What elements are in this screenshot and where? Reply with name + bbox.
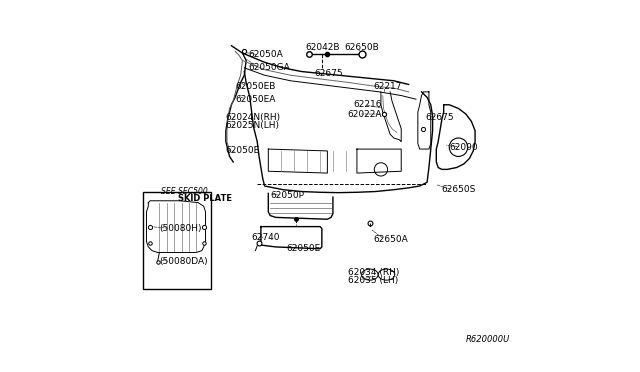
Text: 62034 (RH): 62034 (RH) [348, 268, 399, 277]
Text: 62650S: 62650S [442, 185, 476, 194]
Text: 62216: 62216 [353, 100, 381, 109]
Text: 62050E: 62050E [287, 244, 321, 253]
Text: 62090: 62090 [449, 143, 478, 152]
Text: 62050GA: 62050GA [248, 63, 290, 72]
Text: 62022A: 62022A [348, 109, 382, 119]
Text: R620000U: R620000U [466, 335, 510, 344]
Text: SEE SEC500: SEE SEC500 [161, 187, 208, 196]
Text: 62650B: 62650B [344, 43, 379, 52]
Text: 62217: 62217 [374, 82, 402, 91]
Text: 62740: 62740 [252, 233, 280, 242]
Bar [143, 192, 211, 289]
Text: 62050A: 62050A [248, 51, 283, 60]
Text: (50080DA): (50080DA) [159, 257, 208, 266]
Text: 62025N(LH): 62025N(LH) [226, 121, 280, 129]
Text: 62050EB: 62050EB [235, 82, 275, 91]
Text: 62024N(RH): 62024N(RH) [226, 113, 281, 122]
Text: 62050P: 62050P [270, 191, 304, 200]
Text: SKID PLATE: SKID PLATE [178, 195, 232, 203]
Text: (50080H): (50080H) [159, 224, 202, 233]
Text: 62675: 62675 [314, 69, 343, 78]
Text: 62050E: 62050E [226, 147, 260, 155]
Text: 62050EA: 62050EA [235, 95, 275, 104]
Text: 62650A: 62650A [374, 235, 408, 244]
Text: 62042B: 62042B [305, 43, 340, 52]
Text: 62035 (LH): 62035 (LH) [348, 276, 398, 285]
Text: 62675: 62675 [425, 113, 454, 122]
